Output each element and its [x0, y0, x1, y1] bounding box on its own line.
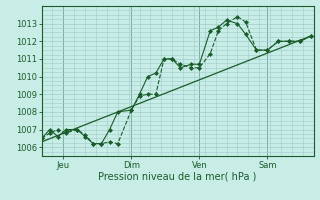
- X-axis label: Pression niveau de la mer( hPa ): Pression niveau de la mer( hPa ): [99, 171, 257, 181]
